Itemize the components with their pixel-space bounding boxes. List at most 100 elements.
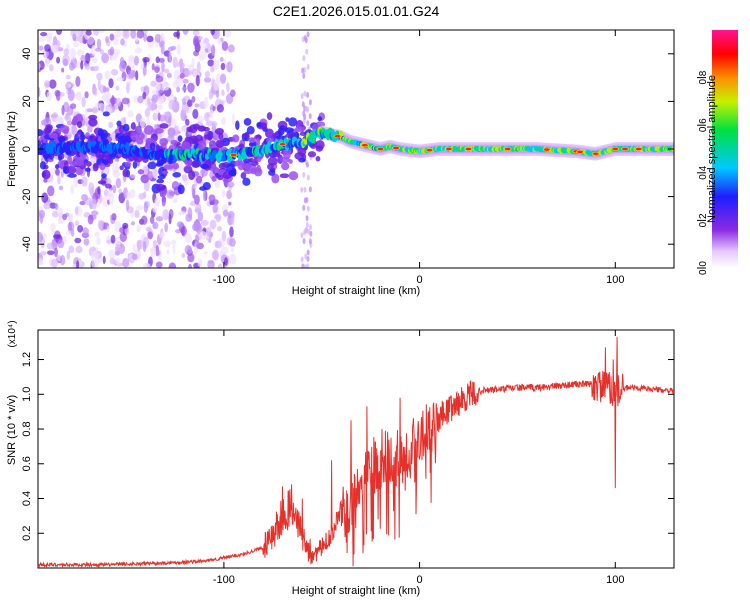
spectrogram-noise-cell <box>75 220 80 227</box>
spectrogram-noise-cell <box>105 36 110 43</box>
spectrogram-noise-cell <box>142 262 148 268</box>
spectrogram-cloud-cell <box>232 134 240 143</box>
spectrogram-noise-cell <box>181 225 187 237</box>
spectrogram-noise-cell <box>148 101 156 112</box>
spectrogram-noise-cell <box>132 243 136 252</box>
spectrogram-cloud-cell <box>54 164 60 170</box>
spectrogram-hotspot <box>622 147 629 151</box>
spectrogram-noise-cell <box>172 56 178 69</box>
spectrogram-cloud-cell <box>149 142 156 151</box>
spectrogram-cloud-cell <box>172 171 181 178</box>
spectrogram-cloud-cell <box>155 162 163 167</box>
spectrogram-noise-cell <box>304 105 308 112</box>
spectrogram-noise-cell <box>222 209 229 217</box>
spectrogram-noise-cell <box>306 31 310 38</box>
spectrogram-noise-cell <box>61 105 65 116</box>
spectrogram-noise-cell <box>230 248 234 253</box>
spectrogram-cloud-cell <box>248 158 255 163</box>
spectrogram-noise-cell <box>200 169 206 175</box>
spectrogram-noise-cell <box>134 55 139 66</box>
spectrogram-noise-cell <box>152 206 158 213</box>
spectrogram-cloud-cell <box>231 167 237 177</box>
spectrogram-noise-cell <box>303 186 307 193</box>
spectrogram-noise-cell <box>176 221 184 228</box>
spectrogram-noise-cell <box>127 110 134 118</box>
spectrogram-cloud-cell <box>188 135 199 145</box>
spectrogram-noise-cell <box>306 91 310 98</box>
spectrogram-noise-cell <box>207 59 215 67</box>
spectrogram-noise-cell <box>142 241 147 253</box>
colorbar-tick-label: 0.2 <box>698 213 709 227</box>
spectrogram-noise-cell <box>300 93 304 100</box>
spectrogram-noise-cell <box>170 239 177 245</box>
spectrogram-noise-cell <box>134 47 143 54</box>
spectrogram-cloud-cell <box>154 128 164 134</box>
spectrogram-cloud-cell <box>177 135 183 143</box>
spectrogram-cloud-cell <box>67 173 77 178</box>
spectrogram-cloud-cell <box>80 131 85 142</box>
spectrogram-noise-cell <box>97 219 104 230</box>
spectrogram-cloud-cell <box>43 178 48 183</box>
spectrogram-cloud-cell <box>124 161 132 167</box>
spectrogram-heatmap <box>38 30 674 268</box>
spectrogram-cloud-cell <box>298 158 306 163</box>
spectrogram-noise-cell <box>168 116 172 127</box>
spectrogram-cloud-cell <box>204 133 214 140</box>
spectrogram-noise-cell <box>76 91 83 102</box>
spectrogram-noise-cell <box>230 214 235 220</box>
spectrogram-noise-cell <box>44 44 51 52</box>
spectrogram-noise-cell <box>158 232 165 239</box>
spectrogram-noise-cell <box>75 76 81 87</box>
spectrogram-noise-cell <box>151 94 158 104</box>
spectrogram-cloud-cell <box>241 164 247 170</box>
spectrogram-cloud-cell <box>39 161 47 170</box>
spectrogram-noise-cell <box>187 253 195 263</box>
spectrogram-cloud-cell <box>279 173 290 179</box>
spectrogram-noise-cell <box>122 222 129 229</box>
spectrogram-hotspot <box>543 148 550 151</box>
spectrogram-cloud-cell <box>275 135 285 140</box>
spectrogram-cloud-cell <box>268 169 276 176</box>
spectrogram-cloud-cell <box>155 183 166 192</box>
spectrogram-hotspot <box>334 134 341 138</box>
spectrogram-cloud-cell <box>195 175 203 184</box>
spectrogram-cloud-cell <box>200 163 210 170</box>
spectrogram-noise-cell <box>48 79 57 89</box>
spectrogram-noise-cell <box>111 95 115 107</box>
spectrogram-noise-cell <box>119 227 125 234</box>
spectrogram-noise-cell <box>67 221 75 231</box>
spectrogram-noise-cell <box>176 30 181 40</box>
spectrogram-noise-cell <box>140 63 144 70</box>
spectrogram-noise-cell <box>143 201 149 213</box>
spectrogram-cloud-cell <box>85 161 92 167</box>
spectrogram-noise-cell <box>214 240 222 249</box>
spectrogram-cloud-cell <box>177 184 185 195</box>
spectrogram-cloud-cell <box>215 139 225 149</box>
spectrogram-noise-cell <box>91 58 98 64</box>
spectrogram-noise-cell <box>109 33 115 41</box>
spectrogram-cloud-cell <box>38 129 44 137</box>
snr-multiplier: (x10⁴) <box>7 320 18 347</box>
spectrogram-noise-cell <box>306 263 310 268</box>
spectrogram-cloud-cell <box>242 177 251 186</box>
spectrogram-noise-cell <box>50 222 56 233</box>
spectrogram-cloud-cell <box>240 172 247 180</box>
spectrogram-noise-cell <box>171 180 180 191</box>
spectrogram-noise-cell <box>129 188 136 199</box>
spectrogram-cloud-cell <box>102 111 110 117</box>
spectrogram-noise-cell <box>155 216 164 222</box>
spectrogram-noise-cell <box>136 30 145 39</box>
spectrogram-noise-cell <box>192 30 200 36</box>
spectrogram-noise-cell <box>122 30 130 40</box>
spectrogram-noise-cell <box>51 210 59 218</box>
spectrogram-noise-cell <box>194 103 200 108</box>
spectrogram-noise-cell <box>184 232 193 244</box>
snr-ylabel: SNR (10 * v/v) <box>6 395 18 465</box>
spectrogram-noise-cell <box>231 113 235 126</box>
spectrogram-cloud-cell <box>267 163 274 171</box>
spectrogram-noise-cell <box>105 183 112 189</box>
spectrogram-noise-cell <box>38 257 44 266</box>
spectrogram-cloud-cell <box>72 115 78 125</box>
spectrogram-noise-cell <box>145 226 152 232</box>
spectrogram-noise-cell <box>193 220 202 232</box>
